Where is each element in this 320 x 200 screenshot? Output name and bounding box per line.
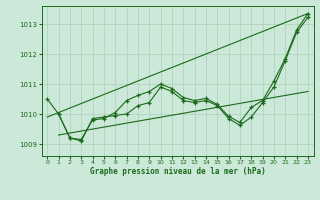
X-axis label: Graphe pression niveau de la mer (hPa): Graphe pression niveau de la mer (hPa) bbox=[90, 167, 266, 176]
